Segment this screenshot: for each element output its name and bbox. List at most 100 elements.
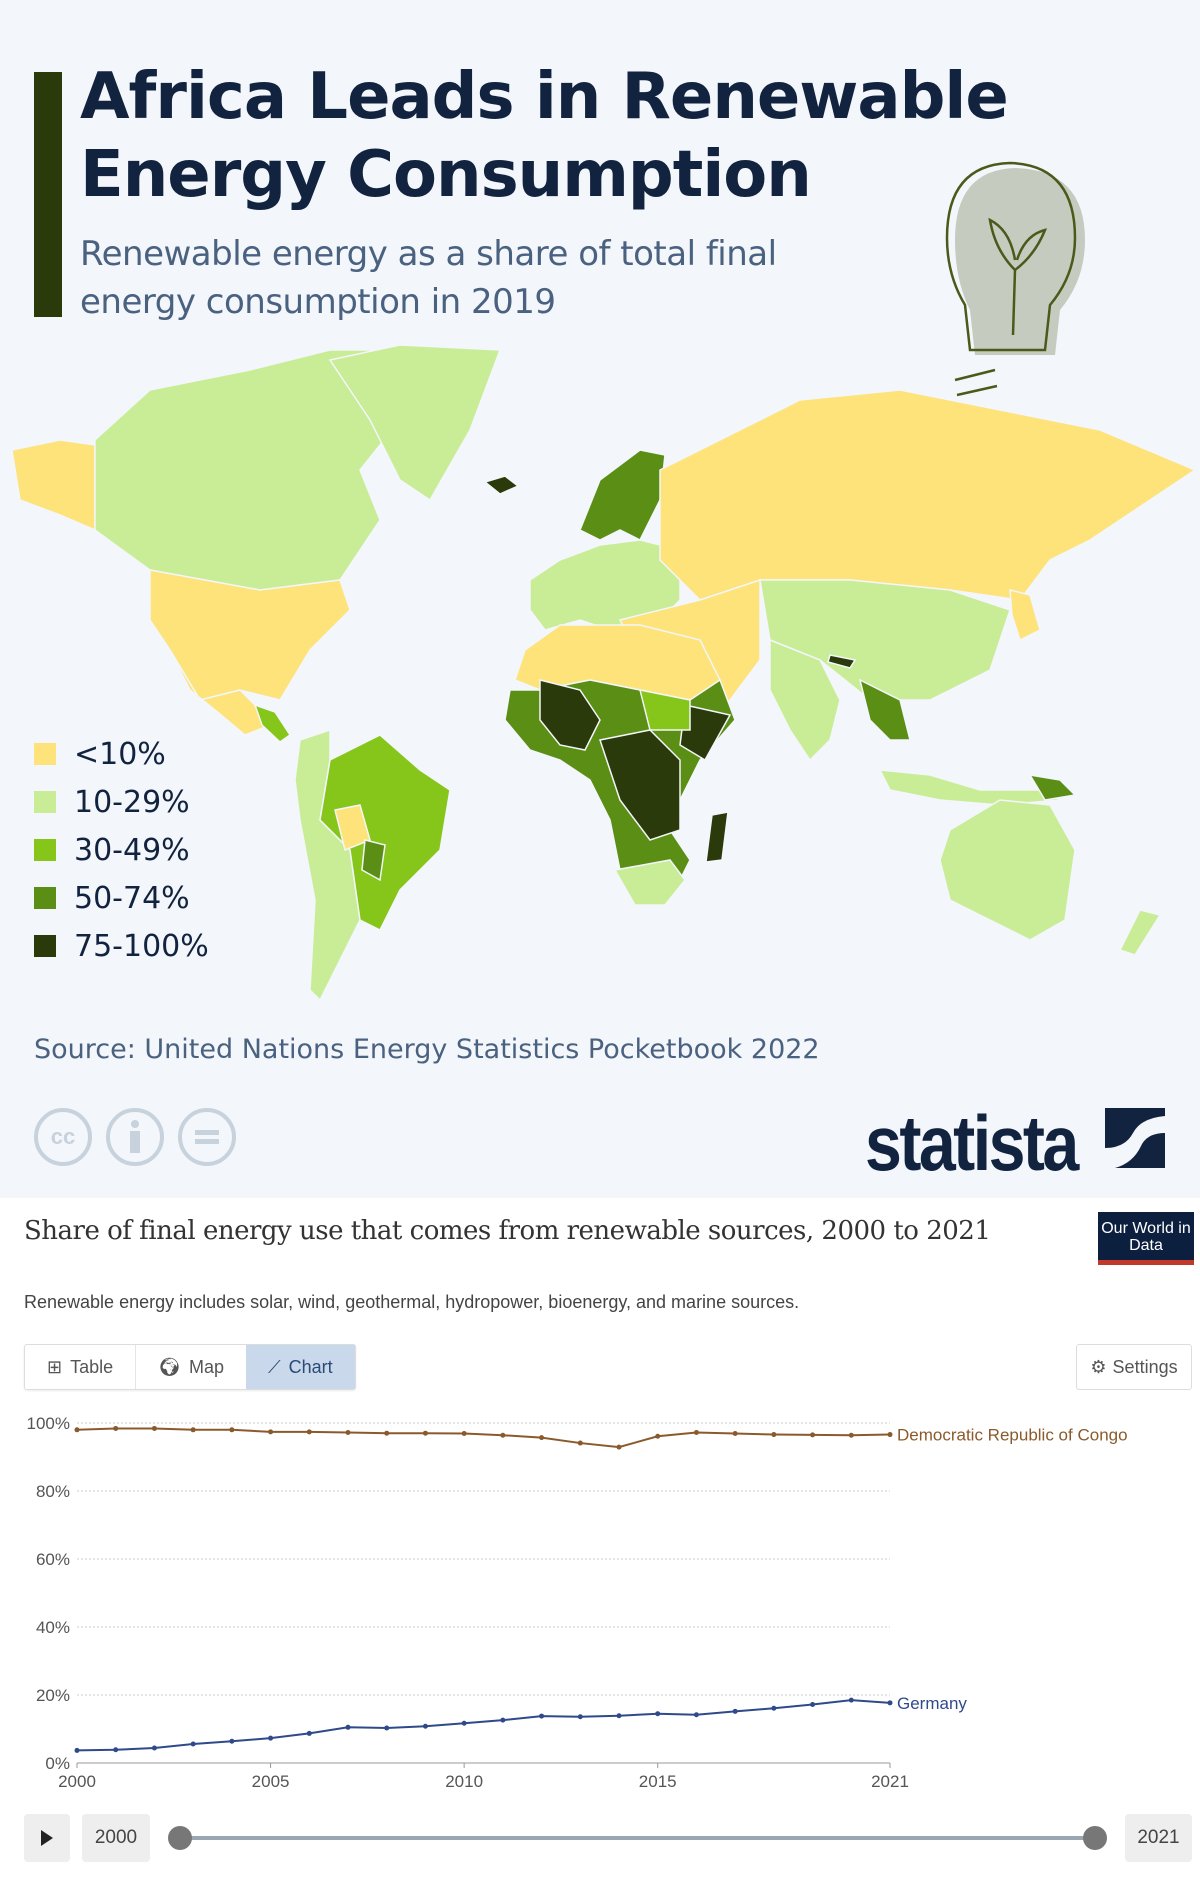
map-paraguay xyxy=(361,839,386,882)
map-sudan xyxy=(638,689,691,731)
no-derivatives-icon[interactable] xyxy=(178,1108,236,1166)
map-legend: <10% 10-29% 30-49% 50-74% 75-100% xyxy=(34,730,209,970)
data-point xyxy=(306,1730,312,1736)
legend-swatch xyxy=(34,839,56,861)
timeline-track[interactable] xyxy=(182,1836,1094,1840)
map-png xyxy=(1028,773,1077,801)
data-point xyxy=(113,1425,119,1431)
owid-logo[interactable]: Our World in Data xyxy=(1098,1212,1194,1265)
data-point xyxy=(229,1738,235,1744)
legend-swatch xyxy=(34,935,56,957)
map-southern-africa xyxy=(613,859,686,906)
view-tabs: ⊞ Table 🌍︎ Map ⟋ Chart xyxy=(24,1344,356,1390)
data-point xyxy=(539,1435,545,1441)
play-icon xyxy=(41,1830,53,1846)
tab-table[interactable]: ⊞ Table xyxy=(47,1356,114,1377)
data-point xyxy=(268,1429,274,1435)
data-point xyxy=(384,1725,390,1731)
timeline-end-year[interactable]: 2021 xyxy=(1125,1814,1192,1862)
map-indonesia xyxy=(878,769,1063,806)
y-tick-label: 0% xyxy=(45,1754,70,1773)
data-point xyxy=(384,1430,390,1436)
data-point xyxy=(810,1702,816,1708)
data-point xyxy=(190,1741,196,1747)
map-india xyxy=(769,638,841,762)
map-central-america xyxy=(253,703,292,743)
data-point xyxy=(577,1440,583,1446)
data-point xyxy=(655,1711,661,1717)
legend-swatch xyxy=(34,791,56,813)
map-west-africa-dark xyxy=(539,679,601,751)
map-southeast-asia xyxy=(858,678,911,741)
infographic-subtitle: Renewable energy as a share of total fin… xyxy=(80,234,777,322)
map-nepal xyxy=(827,654,857,669)
settings-button[interactable]: ⚙ Settings xyxy=(1076,1344,1192,1390)
map-usa xyxy=(149,569,351,701)
statista-logo-mark-icon xyxy=(1105,1108,1165,1168)
data-point xyxy=(422,1723,428,1729)
y-tick-label: 60% xyxy=(36,1550,70,1569)
globe-icon: 🌍︎ xyxy=(158,1356,181,1377)
data-point xyxy=(848,1697,854,1703)
cc-icon[interactable]: cc xyxy=(34,1108,92,1166)
x-tick-label: 2015 xyxy=(639,1772,677,1791)
chart-title: Share of final energy use that comes fro… xyxy=(24,1216,991,1246)
chart-subtitle: Renewable energy includes solar, wind, g… xyxy=(24,1292,800,1312)
data-point xyxy=(655,1433,661,1439)
data-point xyxy=(693,1430,699,1436)
series-line xyxy=(76,1427,891,1449)
play-button[interactable] xyxy=(24,1814,70,1862)
data-point xyxy=(422,1430,428,1436)
lightbulb-icon xyxy=(945,161,1085,397)
data-point xyxy=(151,1425,157,1431)
legend-item: 30-49% xyxy=(34,826,209,874)
legend-item: 75-100% xyxy=(34,922,209,970)
timeline-start-handle[interactable] xyxy=(168,1826,192,1850)
infographic-title: Africa Leads in Renewable Energy Consump… xyxy=(80,60,1009,212)
series-label: Germany xyxy=(897,1694,967,1713)
series-label: Democratic Republic of Congo xyxy=(897,1426,1128,1445)
statista-logo[interactable]: statista xyxy=(865,1099,1079,1187)
map-madagascar xyxy=(705,811,729,863)
map-australia xyxy=(939,799,1076,941)
y-tick-label: 40% xyxy=(36,1618,70,1637)
gear-icon: ⚙ xyxy=(1090,1356,1107,1377)
data-point xyxy=(539,1713,545,1719)
map-brazil xyxy=(319,734,451,932)
map-scandinavia xyxy=(579,449,666,542)
data-point xyxy=(693,1712,699,1718)
y-tick-label: 100% xyxy=(27,1414,70,1433)
data-point xyxy=(616,1444,622,1450)
x-tick-label: 2010 xyxy=(445,1772,483,1791)
table-icon: ⊞ xyxy=(47,1356,63,1377)
map-east-africa-dark xyxy=(679,704,732,762)
attribution-icon[interactable] xyxy=(106,1108,164,1166)
data-point xyxy=(577,1714,583,1720)
legend-item: <10% xyxy=(34,730,209,778)
data-point xyxy=(771,1705,777,1711)
line-chart: 0% 20% 40% 60% 80% 100% 2000 2005 2010 2015 2021 De… xyxy=(27,1414,1128,1791)
x-tick-label: 2021 xyxy=(871,1772,909,1791)
y-tick-label: 80% xyxy=(36,1482,70,1501)
timeline-start-year[interactable]: 2000 xyxy=(82,1814,150,1862)
data-point xyxy=(616,1713,622,1719)
data-point xyxy=(345,1724,351,1730)
data-point xyxy=(887,1700,893,1706)
timeline-end-handle[interactable] xyxy=(1083,1826,1107,1850)
data-point xyxy=(113,1747,119,1753)
map-greenland xyxy=(328,344,502,502)
y-tick-label: 20% xyxy=(36,1686,70,1705)
data-point xyxy=(151,1745,157,1751)
data-point xyxy=(229,1427,235,1433)
line-chart-icon: ⟋ xyxy=(268,1356,281,1377)
legend-swatch xyxy=(34,887,56,909)
map-iceland xyxy=(483,475,520,495)
tab-map[interactable]: 🌍︎ Map xyxy=(135,1345,246,1389)
world-map xyxy=(11,344,1197,1002)
legend-swatch xyxy=(34,743,56,765)
legend-item: 50-74% xyxy=(34,874,209,922)
data-point xyxy=(461,1431,467,1437)
data-point xyxy=(306,1429,312,1435)
tab-chart[interactable]: ⟋ Chart xyxy=(246,1345,355,1389)
source-text: Source: United Nations Energy Statistics… xyxy=(34,1034,820,1065)
